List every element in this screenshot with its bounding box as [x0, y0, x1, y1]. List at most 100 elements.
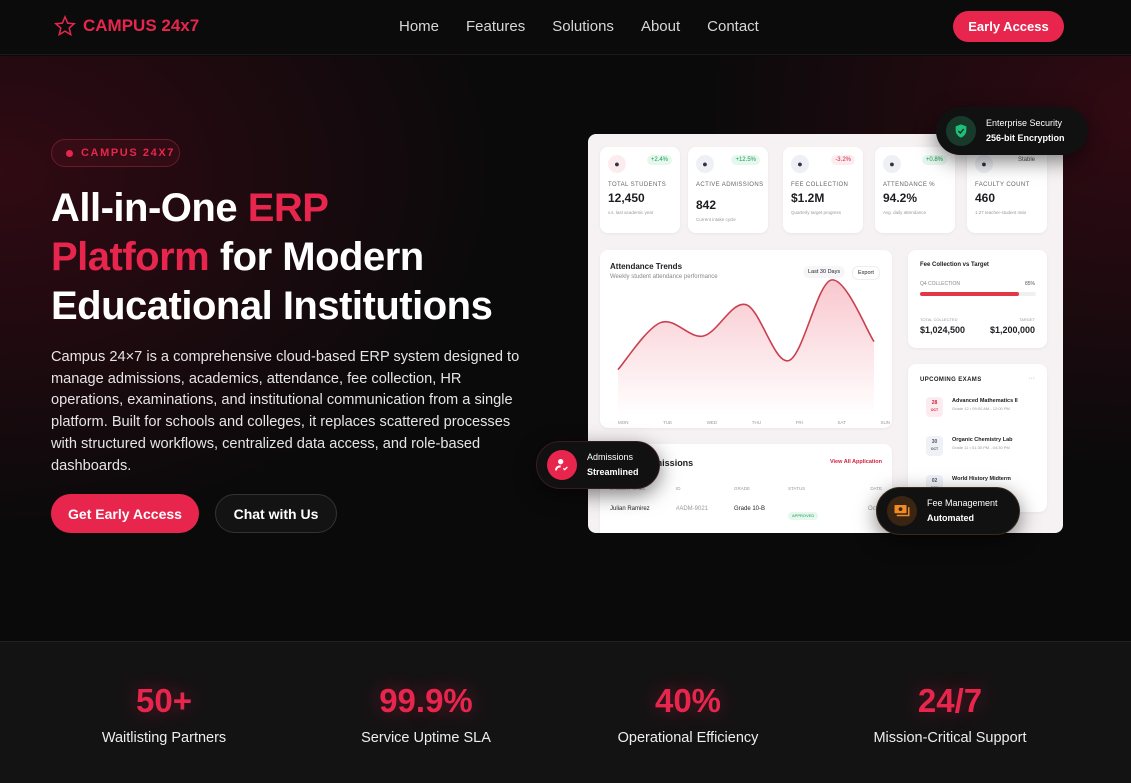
stat-value: 99.9% [379, 682, 473, 719]
stat-card-value: 460 [975, 191, 996, 205]
stat-card-label: TOTAL STUDENTS [608, 182, 667, 188]
fee-float-title: Fee Management [927, 498, 998, 508]
day-label: TUE [663, 420, 673, 425]
stat-card-label: ACTIVE ADMISSIONS [696, 182, 764, 188]
money-icon: ● [791, 155, 809, 173]
stat-support: 24/7 Mission-Critical Support [820, 682, 1080, 746]
fee-card: Fee Collection vs Target Q4 COLLECTION 8… [908, 250, 1047, 348]
trend-line [617, 279, 875, 371]
column-header: STATUS [788, 486, 806, 491]
admissions-float-title: Admissions [587, 452, 634, 462]
fee-float-sub: Automated [927, 513, 974, 523]
briefcase-icon: ● [975, 155, 993, 173]
brand-logo[interactable]: CAMPUS 24x7 [54, 15, 199, 37]
target-value: $1,200,000 [989, 325, 1035, 335]
hero-pill: CAMPUS 24X7 [51, 139, 180, 167]
day-label: WED [706, 420, 718, 425]
exam-meta: Grade 11 • 01:30 PM - 04:30 PM [952, 445, 1010, 450]
stats-section: 50+ Waitlisting Partners 99.9% Service Upt… [0, 641, 1131, 783]
title-part: Educational Institutions [51, 284, 493, 328]
exam-day: 30 [931, 439, 938, 445]
stat-value: 40% [654, 682, 722, 719]
stat-card-value: 94.2% [883, 191, 918, 205]
stat-card: ● +12.5% ACTIVE ADMISSIONS 842 Current i… [688, 147, 768, 233]
export-button[interactable]: Export [852, 266, 880, 280]
stat-value: 24/7 [917, 682, 983, 719]
collected-label: TOTAL COLLECTED [920, 317, 958, 322]
shield-check-icon [946, 116, 976, 146]
day-label: MON [618, 420, 629, 425]
attendance-subtitle: Weekly student attendance performance [610, 274, 718, 280]
users-icon: ● [608, 155, 626, 173]
column-header: ID [676, 486, 681, 491]
security-badge: Enterprise Security 256-bit Encryption [936, 107, 1088, 155]
exam-date: 28 OCT [926, 397, 943, 417]
stat-label: Waitlisting Partners [101, 730, 227, 746]
change-badge: -3.2% [831, 155, 855, 165]
more-icon[interactable]: ··· [1028, 375, 1035, 382]
exam-day: 28 [931, 400, 938, 406]
table-cell: Grade 10-B [734, 506, 766, 512]
stat-card-value: 842 [696, 198, 717, 212]
day-label: SAT [837, 420, 846, 425]
star-logo-icon [54, 15, 76, 37]
table-cell: #ADM-9021 [676, 506, 709, 512]
get-early-access-button[interactable]: Get Early Access [51, 494, 199, 533]
exam-item[interactable]: 28 OCT Advanced Mathematics II Grade 12 •… [920, 397, 1040, 421]
nav-home[interactable]: Home [399, 18, 440, 35]
trend-area [618, 279, 874, 415]
stat-card-sub: Current intake cycle [696, 217, 736, 222]
stat-card-label: ATTENDANCE % [883, 182, 936, 188]
admissions-badge: Admissions Streamlined [536, 441, 660, 489]
fee-title: Fee Collection vs Target [920, 262, 989, 268]
stat-value: 50+ [136, 682, 192, 719]
change-badge: +0.8% [921, 155, 947, 165]
exam-meta: Grade 12 • 09:00 AM - 12:00 PM [952, 406, 1010, 411]
exam-day: 02 [931, 478, 938, 484]
nav-contact[interactable]: Contact [707, 18, 759, 35]
exam-date: 30 OCT [926, 436, 943, 456]
hero-title: All-in-One ERP Platform for Modern Educati… [51, 184, 571, 331]
day-label: THU [751, 420, 762, 425]
collected-value: $1,024,500 [920, 325, 966, 335]
attendance-card: Attendance Trends Weekly student attenda… [600, 250, 892, 428]
nav-links: Home Features Solutions About Contact [399, 18, 759, 35]
fee-management-badge: Fee Management Automated [876, 487, 1020, 535]
security-title: Enterprise Security [986, 118, 1063, 128]
range-select[interactable]: Last 30 Days [803, 266, 846, 278]
stat-uptime: 99.9% Service Uptime SLA [296, 682, 556, 746]
target-label: TARGET [1019, 317, 1035, 322]
security-sub: 256-bit Encryption [986, 133, 1065, 143]
exam-item[interactable]: 30 OCT Organic Chemistry Lab Grade 11 • 0… [920, 436, 1040, 460]
money-stack-icon [887, 496, 917, 526]
stat-label: Service Uptime SLA [361, 730, 491, 746]
pill-label: CAMPUS 24X7 [81, 147, 176, 159]
stat-efficiency: 40% Operational Efficiency [558, 682, 818, 746]
stat-label: Mission-Critical Support [873, 730, 1027, 746]
exam-name: Advanced Mathematics II [952, 398, 1018, 404]
attendance-chart [617, 279, 875, 415]
nav-solutions[interactable]: Solutions [552, 18, 614, 35]
dashboard-preview: ● +2.4% TOTAL STUDENTS 12,450 v.s. last … [588, 134, 1063, 533]
early-access-button[interactable]: Early Access [953, 11, 1064, 42]
nav-features[interactable]: Features [466, 18, 526, 35]
admissions-float-sub: Streamlined [587, 467, 639, 477]
brand-name: CAMPUS 24x7 [83, 16, 200, 35]
change-badge: +2.4% [646, 155, 672, 165]
title-highlight: Platform [51, 235, 210, 279]
stat-card: ● -3.2% FEE COLLECTION $1.2M Quarterly t… [783, 147, 863, 233]
stat-card-label: FACULTY COUNT [975, 182, 1030, 188]
fee-percent: 85% [1024, 281, 1035, 287]
stat-card-sub: Avg. daily attendance [883, 210, 926, 215]
nav-about[interactable]: About [640, 18, 681, 35]
stat-card-sub: Quarterly target progress [791, 210, 842, 215]
stat-card: ● +0.8% ATTENDANCE % 94.2% Avg. daily at… [875, 147, 955, 233]
column-header: DATE [870, 486, 882, 491]
stat-card-label: FEE COLLECTION [791, 182, 849, 188]
title-part: All-in-One [51, 186, 248, 230]
stat-card-value: 12,450 [608, 191, 645, 205]
chat-with-us-button[interactable]: Chat with Us [215, 494, 337, 533]
stat-card-value: $1.2M [791, 191, 825, 205]
view-all-link[interactable]: View All Application [829, 459, 882, 465]
fee-progress-track [920, 292, 1036, 296]
